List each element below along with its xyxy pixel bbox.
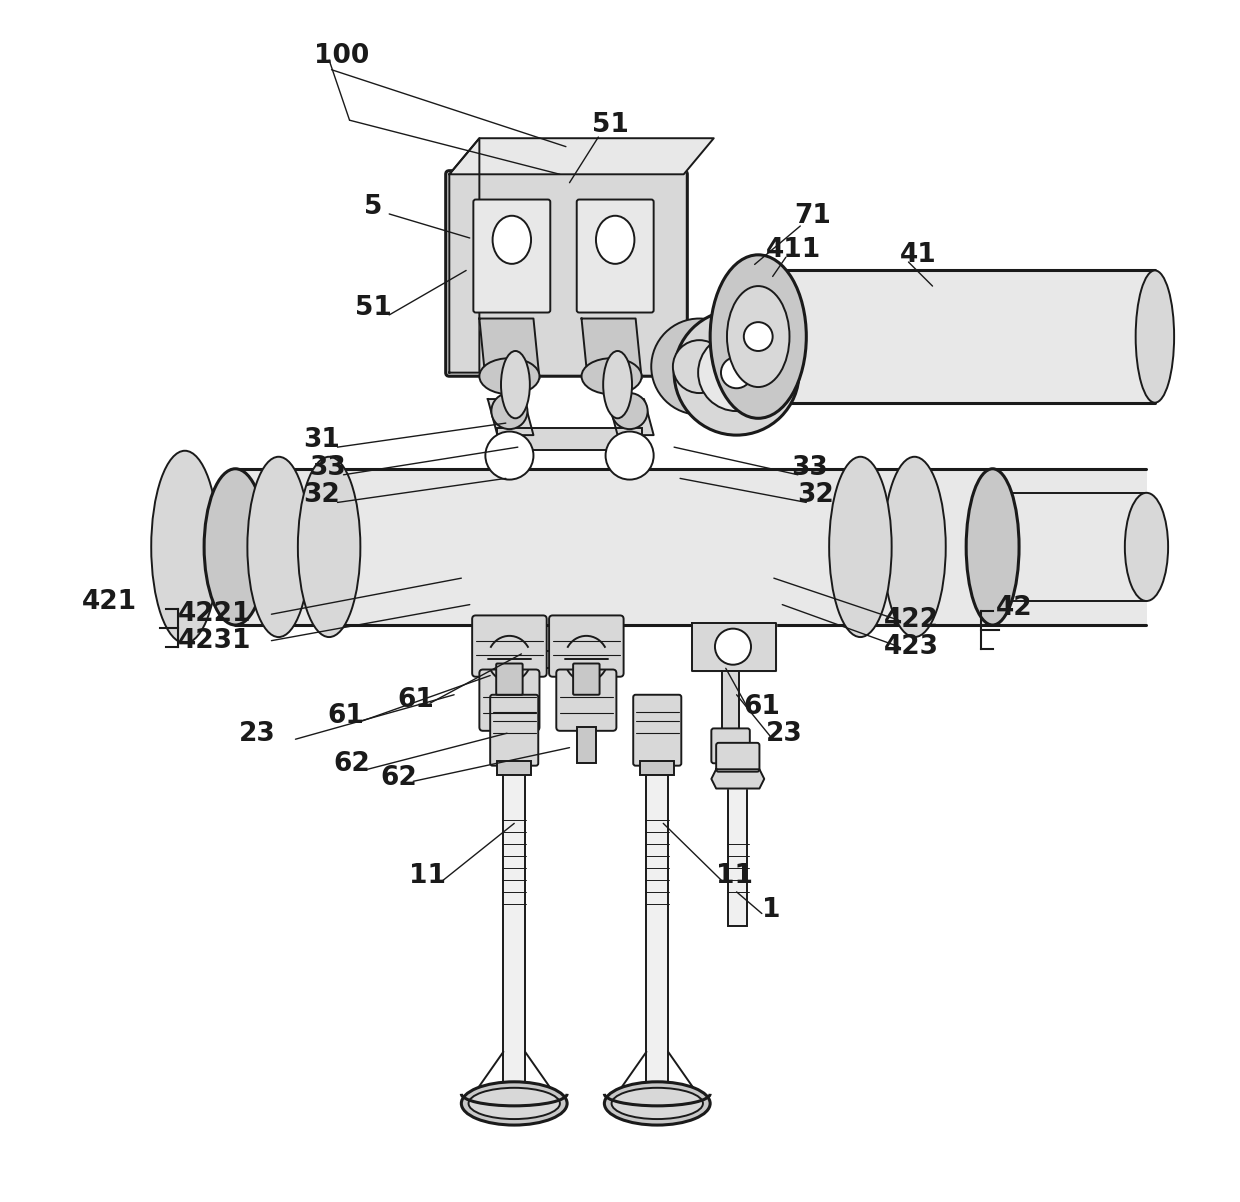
Text: 61: 61 [744, 694, 780, 720]
Circle shape [491, 393, 527, 429]
FancyBboxPatch shape [717, 743, 759, 772]
Polygon shape [608, 399, 653, 435]
Polygon shape [692, 623, 776, 671]
Polygon shape [582, 319, 641, 379]
FancyBboxPatch shape [557, 670, 616, 731]
Circle shape [611, 393, 647, 429]
Bar [577, 727, 596, 763]
Polygon shape [487, 399, 533, 435]
Bar [764, 270, 1154, 403]
Polygon shape [449, 138, 714, 174]
Bar [503, 775, 525, 1082]
Circle shape [698, 334, 775, 411]
Text: 71: 71 [794, 203, 831, 230]
Polygon shape [480, 319, 539, 379]
Text: 422: 422 [883, 607, 939, 633]
FancyBboxPatch shape [474, 200, 551, 313]
Ellipse shape [247, 457, 310, 637]
Text: 100: 100 [314, 43, 368, 70]
Ellipse shape [738, 270, 791, 403]
Ellipse shape [711, 255, 806, 418]
Text: 5: 5 [365, 194, 383, 220]
FancyBboxPatch shape [577, 200, 653, 313]
Ellipse shape [727, 286, 790, 387]
Ellipse shape [480, 358, 539, 394]
Circle shape [675, 310, 799, 435]
Text: 62: 62 [381, 764, 417, 791]
Text: 51: 51 [355, 294, 392, 321]
Circle shape [744, 322, 773, 351]
FancyBboxPatch shape [472, 615, 547, 677]
Circle shape [720, 357, 753, 388]
Bar [500, 727, 520, 763]
Ellipse shape [501, 351, 529, 418]
Text: 411: 411 [765, 237, 821, 263]
Text: 33: 33 [310, 454, 346, 481]
Circle shape [605, 432, 653, 480]
Text: 23: 23 [766, 721, 804, 748]
Ellipse shape [461, 1082, 567, 1125]
Text: 61: 61 [397, 686, 434, 713]
Bar [497, 428, 641, 450]
Text: 4221: 4221 [179, 601, 252, 627]
Text: 11: 11 [409, 863, 446, 889]
Text: 62: 62 [334, 751, 371, 778]
Polygon shape [712, 769, 764, 789]
Bar [728, 739, 748, 926]
Circle shape [715, 629, 751, 665]
Ellipse shape [298, 457, 361, 637]
Ellipse shape [966, 469, 1019, 625]
Ellipse shape [603, 351, 632, 418]
Bar [640, 761, 675, 775]
Circle shape [651, 319, 748, 415]
FancyBboxPatch shape [490, 695, 538, 766]
Ellipse shape [582, 358, 641, 394]
FancyBboxPatch shape [496, 664, 522, 695]
FancyBboxPatch shape [634, 695, 681, 766]
Ellipse shape [596, 216, 635, 263]
FancyBboxPatch shape [573, 664, 600, 695]
Ellipse shape [604, 1082, 711, 1125]
Ellipse shape [1125, 493, 1168, 601]
Ellipse shape [611, 1088, 703, 1119]
Text: 11: 11 [715, 863, 753, 889]
Bar [646, 775, 668, 1082]
FancyBboxPatch shape [712, 728, 750, 763]
Text: 32: 32 [797, 482, 835, 508]
Text: 31: 31 [304, 427, 340, 453]
Text: 421: 421 [82, 589, 136, 615]
Text: 423: 423 [883, 633, 939, 660]
FancyBboxPatch shape [480, 670, 539, 731]
Ellipse shape [883, 457, 946, 637]
Text: 51: 51 [591, 112, 629, 138]
Circle shape [485, 432, 533, 480]
Circle shape [673, 340, 725, 393]
Ellipse shape [205, 469, 267, 625]
Text: 1: 1 [763, 897, 781, 923]
Ellipse shape [830, 457, 892, 637]
Ellipse shape [469, 1088, 560, 1119]
Text: 41: 41 [900, 242, 936, 268]
Text: 32: 32 [304, 482, 340, 508]
Bar [722, 671, 739, 731]
Ellipse shape [492, 216, 531, 263]
Text: 61: 61 [327, 703, 365, 730]
FancyBboxPatch shape [549, 615, 624, 677]
Text: 4231: 4231 [179, 627, 252, 654]
Bar [497, 761, 531, 775]
Text: 23: 23 [238, 721, 275, 748]
Ellipse shape [1136, 270, 1174, 403]
Text: 33: 33 [791, 454, 828, 481]
FancyBboxPatch shape [445, 171, 687, 376]
Text: 42: 42 [996, 595, 1033, 621]
Bar [236, 469, 1147, 625]
Ellipse shape [151, 451, 218, 643]
